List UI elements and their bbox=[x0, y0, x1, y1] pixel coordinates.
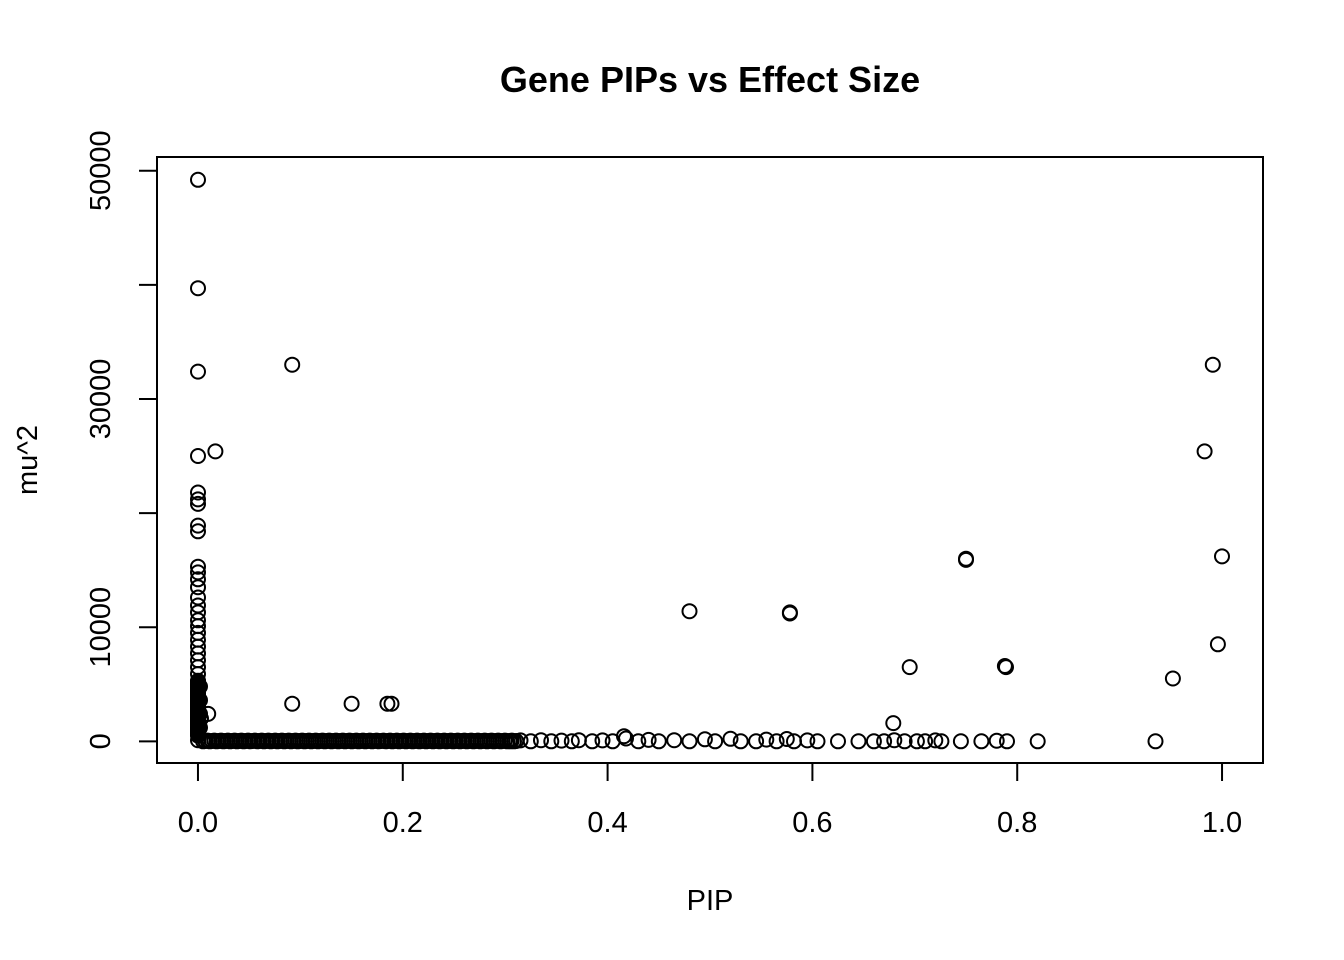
data-point bbox=[383, 695, 400, 712]
data-point bbox=[681, 603, 698, 620]
data-point bbox=[830, 733, 846, 750]
y-tick-label: 10000 bbox=[85, 587, 117, 668]
data-point bbox=[958, 550, 974, 567]
x-tick-label: 0.6 bbox=[792, 807, 832, 839]
data-point bbox=[630, 733, 647, 750]
data-point bbox=[809, 733, 826, 750]
data-point bbox=[973, 733, 990, 750]
data-point bbox=[190, 579, 206, 596]
data-point bbox=[284, 695, 301, 712]
data-point bbox=[508, 733, 525, 749]
data-point bbox=[190, 280, 206, 297]
data-point bbox=[190, 363, 206, 380]
data-point bbox=[533, 732, 549, 749]
data-point bbox=[927, 732, 944, 749]
data-point bbox=[996, 658, 1013, 674]
data-point bbox=[865, 733, 882, 750]
data-point bbox=[190, 523, 206, 540]
x-tick-label: 1.0 bbox=[1202, 807, 1242, 839]
y-tick-label: 30000 bbox=[85, 359, 117, 440]
data-point bbox=[207, 443, 224, 460]
data-point bbox=[640, 731, 657, 748]
data-point bbox=[908, 733, 925, 750]
data-point bbox=[901, 659, 918, 676]
data-point bbox=[1196, 443, 1213, 460]
data-point bbox=[190, 612, 206, 629]
y-axis: 0 10000 30000 50000 bbox=[85, 130, 158, 749]
chart-title: Gene PIPs vs Effect Size bbox=[500, 59, 920, 100]
y-axis-label: mu^2 bbox=[12, 425, 44, 495]
data-points bbox=[190, 171, 1230, 750]
data-point bbox=[553, 732, 570, 749]
data-point bbox=[1209, 636, 1226, 653]
data-point bbox=[1204, 356, 1221, 373]
x-tick-label: 0.0 bbox=[178, 807, 218, 839]
x-tick-label: 0.8 bbox=[997, 807, 1037, 839]
data-point bbox=[952, 733, 969, 750]
data-point bbox=[190, 171, 206, 188]
data-point bbox=[786, 733, 802, 750]
data-point bbox=[190, 484, 206, 501]
data-point bbox=[1029, 733, 1046, 750]
x-axis-label: PIP bbox=[687, 885, 734, 917]
data-point bbox=[748, 733, 765, 750]
data-point bbox=[563, 733, 580, 750]
data-point bbox=[933, 733, 950, 750]
data-point bbox=[885, 715, 902, 732]
data-point bbox=[768, 733, 785, 750]
data-point bbox=[284, 356, 301, 373]
data-point bbox=[604, 733, 621, 750]
data-point bbox=[988, 732, 1005, 749]
data-point bbox=[190, 517, 206, 534]
data-point bbox=[190, 495, 206, 512]
data-point bbox=[190, 673, 206, 690]
data-point bbox=[850, 733, 867, 750]
data-point bbox=[732, 733, 749, 750]
y-tick-label: 0 bbox=[85, 733, 117, 749]
data-point bbox=[707, 733, 724, 750]
data-point bbox=[999, 733, 1015, 750]
data-point bbox=[681, 733, 698, 750]
data-point bbox=[666, 732, 683, 749]
data-point bbox=[543, 733, 560, 750]
data-point bbox=[998, 659, 1014, 676]
data-point bbox=[876, 733, 893, 750]
data-point bbox=[896, 733, 913, 750]
data-point bbox=[778, 731, 795, 747]
data-point bbox=[1214, 548, 1230, 565]
data-point bbox=[1147, 733, 1164, 750]
data-point bbox=[570, 732, 587, 749]
data-point bbox=[722, 730, 739, 747]
data-point bbox=[886, 732, 903, 749]
y-tick-label: 50000 bbox=[85, 130, 117, 211]
data-point bbox=[379, 695, 396, 712]
data-point bbox=[758, 731, 775, 748]
data-point bbox=[696, 731, 713, 748]
data-point bbox=[594, 732, 611, 749]
data-point bbox=[190, 571, 206, 588]
x-tick-label: 0.4 bbox=[587, 807, 627, 839]
data-point bbox=[650, 733, 667, 750]
data-point bbox=[781, 605, 798, 622]
data-point bbox=[1164, 670, 1181, 687]
data-point bbox=[917, 733, 934, 750]
x-axis: 0.0 0.2 0.4 0.6 0.8 1.0 bbox=[178, 762, 1242, 839]
data-point bbox=[190, 558, 206, 575]
data-point bbox=[343, 695, 360, 712]
data-point bbox=[190, 448, 206, 464]
x-tick-label: 0.2 bbox=[383, 807, 423, 839]
data-point bbox=[190, 491, 206, 508]
